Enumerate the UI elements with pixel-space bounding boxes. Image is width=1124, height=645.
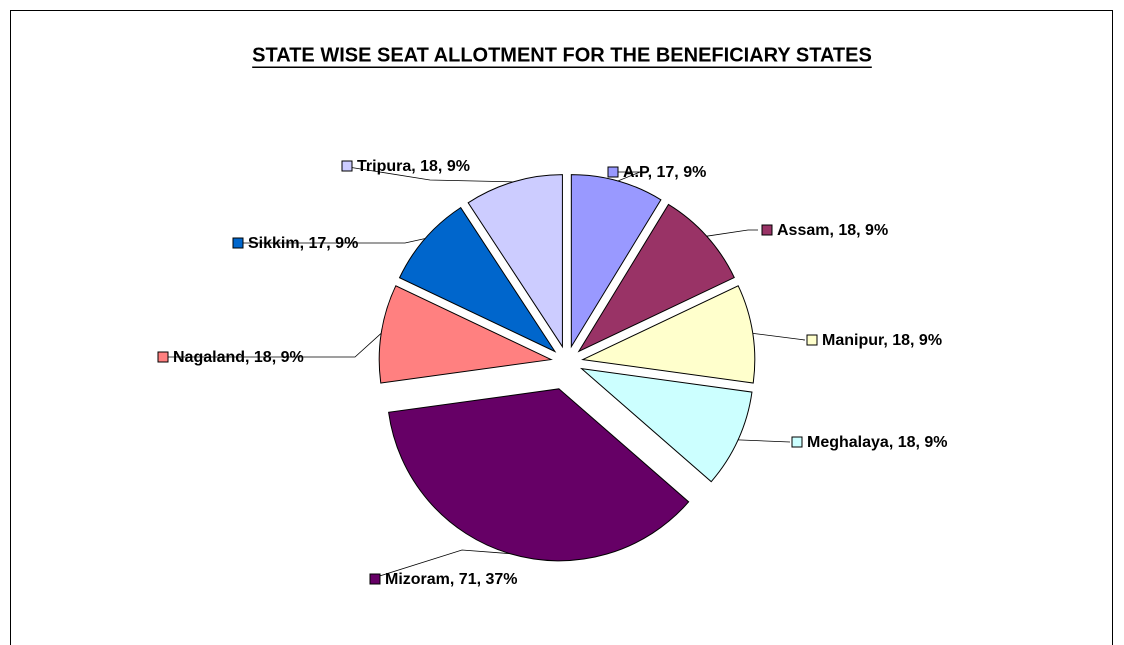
data-label: Manipur, 18, 9% xyxy=(822,332,942,349)
label-swatch xyxy=(791,436,803,448)
leader-line xyxy=(158,333,382,358)
leader-line xyxy=(738,439,791,443)
data-label: Assam, 18, 9% xyxy=(777,222,888,239)
label-swatch xyxy=(369,573,381,585)
label-swatch xyxy=(806,334,818,346)
data-label: A.P, 17, 9% xyxy=(623,164,706,181)
leader-line xyxy=(341,165,514,183)
data-label: Meghalaya, 18, 9% xyxy=(807,434,948,451)
data-label: Nagaland, 18, 9% xyxy=(173,349,304,366)
leader-line xyxy=(752,332,806,341)
label-swatch xyxy=(607,166,619,178)
pie-slice xyxy=(467,174,563,349)
leader-line xyxy=(706,229,758,237)
chart-title: STATE WISE SEAT ALLOTMENT FOR THE BENEFI… xyxy=(252,44,872,66)
data-label: Mizoram, 71, 37% xyxy=(385,571,518,588)
pie-slice xyxy=(388,388,690,562)
pie-slice xyxy=(581,285,756,384)
leader-line xyxy=(369,549,510,580)
pie-slice xyxy=(398,206,557,353)
label-swatch xyxy=(761,224,773,236)
label-swatch xyxy=(157,351,169,363)
leader-line xyxy=(608,171,641,182)
leader-line xyxy=(233,238,426,244)
pie-slice xyxy=(570,174,662,349)
data-label: Sikkim, 17, 9% xyxy=(248,235,358,252)
data-label: Tripura, 18, 9% xyxy=(357,158,470,175)
label-swatch xyxy=(341,160,353,172)
pie-slice xyxy=(378,285,553,384)
label-swatch xyxy=(232,237,244,249)
